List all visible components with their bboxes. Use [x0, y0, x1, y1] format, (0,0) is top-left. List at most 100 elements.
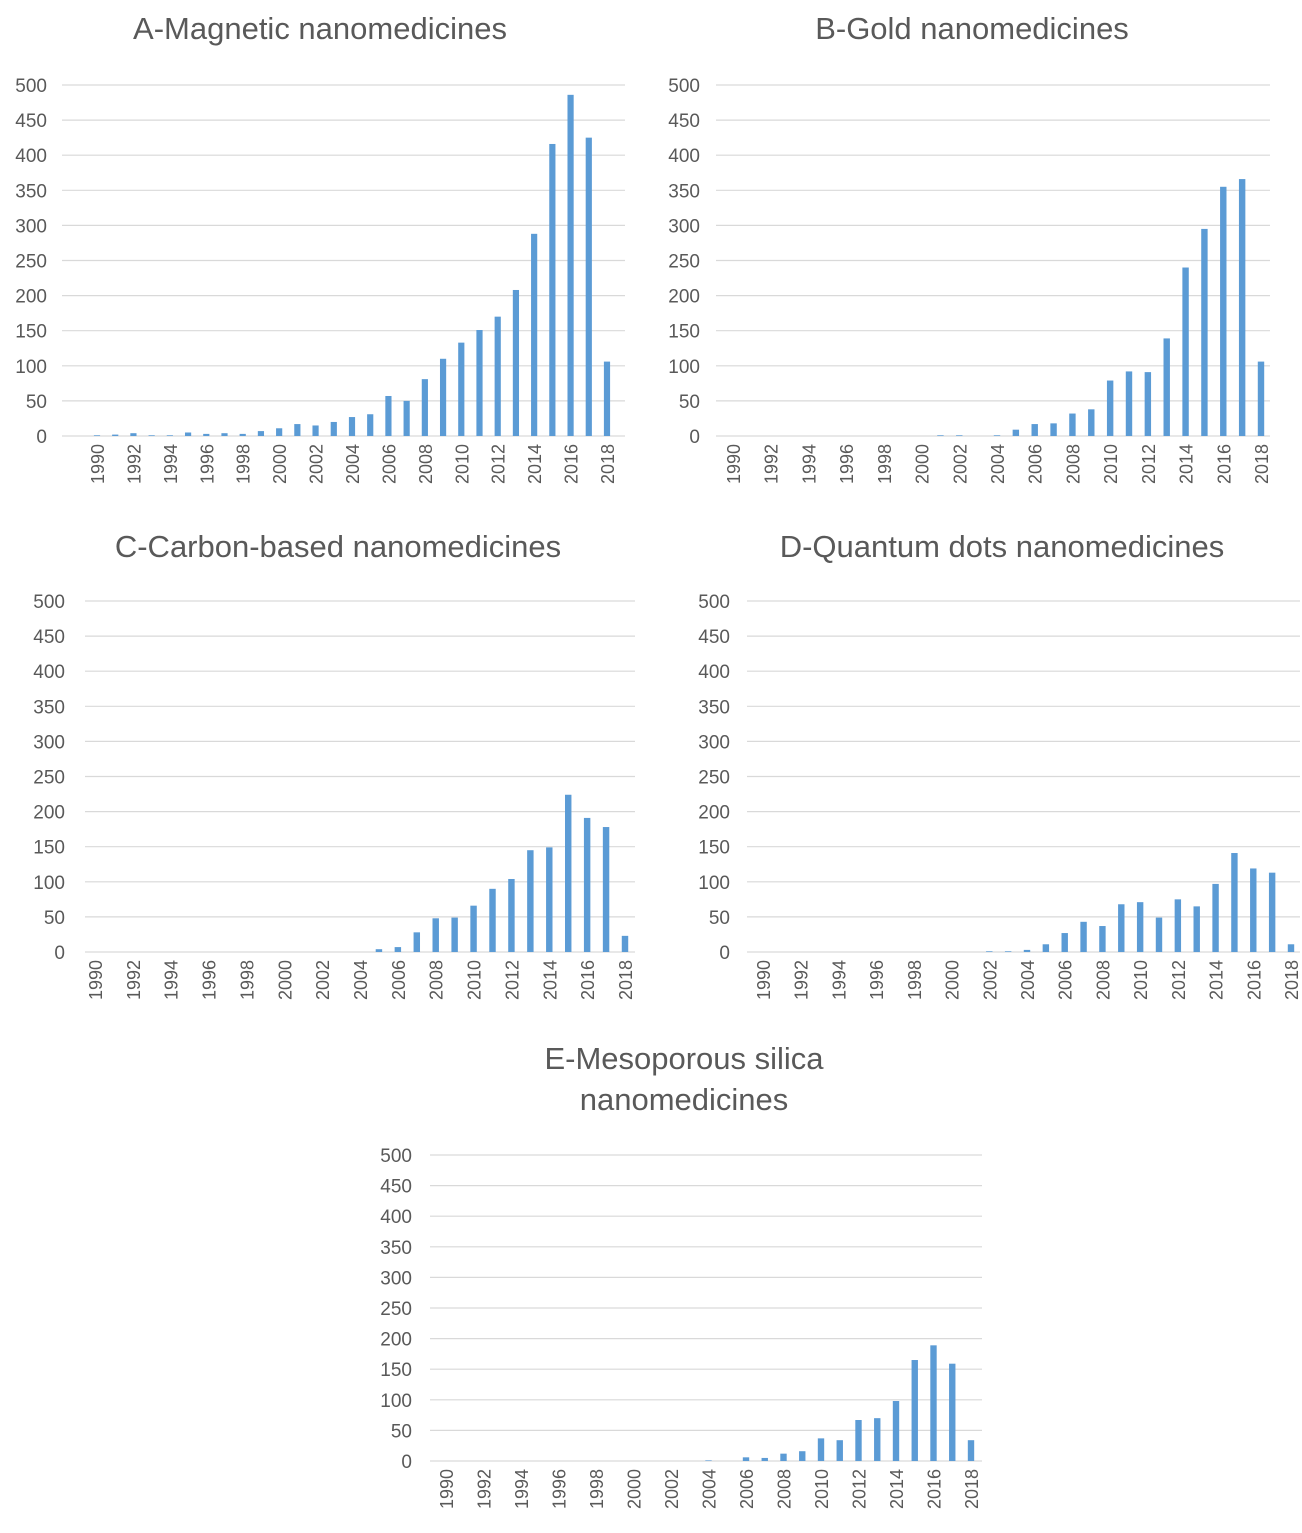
bar-c-2009 [451, 917, 458, 952]
y-tick-label-d-150: 150 [698, 838, 730, 859]
x-tick-label-d-2000: 2000 [943, 960, 963, 1000]
bar-a-2017 [585, 137, 592, 436]
bar-a-2012 [494, 316, 501, 436]
x-tick-label-e-2012: 2012 [850, 1469, 870, 1509]
y-tick-label-c-150: 150 [33, 838, 65, 859]
x-tick-label-e-2016: 2016 [925, 1469, 945, 1509]
x-tick-label-a-2000: 2000 [270, 444, 290, 484]
bar-b-2011 [1125, 371, 1133, 436]
x-tick-label-a-1994: 1994 [161, 444, 181, 484]
bar-a-2002 [312, 425, 319, 436]
chart-c: 0 50 100 150 200 250 300 350 400 450 500 1990 1992 19… [33, 592, 636, 1000]
x-tick-label-e-1992: 1992 [475, 1469, 495, 1509]
bar-a-1992 [130, 433, 137, 436]
bar-a-1997 [221, 433, 228, 436]
y-tick-label-a-100: 100 [15, 357, 47, 378]
chart-b: 0 50 100 150 200 250 300 350 400 450 500 1990 1992 19… [668, 76, 1272, 484]
x-tick-label-a-2018: 2018 [598, 444, 618, 484]
bar-a-1991 [112, 434, 119, 436]
bar-b-2002 [956, 435, 963, 436]
y-tick-label-e-100: 100 [380, 1391, 412, 1412]
x-tick-label-a-2004: 2004 [343, 444, 363, 484]
x-tick-label-c-1990: 1990 [86, 960, 106, 1000]
y-tick-label-c-300: 300 [33, 732, 65, 753]
bar-e-2017 [949, 1363, 956, 1461]
bar-b-2012 [1144, 372, 1152, 436]
y-tick-label-d-450: 450 [698, 627, 730, 648]
y-tick-label-b-350: 350 [668, 181, 700, 202]
bar-d-2006 [1061, 933, 1068, 952]
bar-b-2014 [1182, 267, 1189, 436]
x-tick-label-b-2016: 2016 [1214, 444, 1234, 484]
bar-e-2011 [836, 1440, 843, 1461]
bar-e-2014 [892, 1401, 900, 1461]
x-tick-label-d-1990: 1990 [754, 960, 774, 1000]
x-tick-label-a-2008: 2008 [416, 444, 436, 484]
y-tick-label-b-150: 150 [668, 322, 700, 343]
bar-e-2012 [855, 1420, 862, 1461]
bar-d-2014 [1212, 883, 1219, 952]
x-tick-label-d-2008: 2008 [1093, 960, 1113, 1000]
y-tick-label-a-250: 250 [15, 252, 47, 273]
y-tick-label-a-400: 400 [15, 146, 47, 167]
bar-b-2006 [1031, 424, 1038, 436]
y-tick-label-c-400: 400 [33, 662, 65, 683]
x-tick-label-d-2006: 2006 [1056, 960, 1076, 1000]
x-tick-label-c-2004: 2004 [351, 960, 371, 1000]
x-tick-label-c-2010: 2010 [465, 960, 485, 1000]
bar-c-2010 [470, 905, 477, 952]
y-tick-label-b-200: 200 [668, 287, 700, 308]
y-tick-label-d-0: 0 [719, 943, 730, 964]
bar-a-2016 [567, 94, 574, 436]
bar-d-2008 [1099, 926, 1106, 952]
bar-a-2008 [421, 379, 428, 436]
x-tick-label-a-2012: 2012 [489, 444, 509, 484]
bar-b-2017 [1238, 179, 1246, 436]
x-tick-label-c-2014: 2014 [540, 960, 560, 1000]
y-tick-label-c-250: 250 [33, 768, 65, 789]
bar-d-2005 [1042, 944, 1050, 952]
bar-b-2010 [1106, 380, 1114, 436]
y-tick-label-b-100: 100 [668, 357, 700, 378]
y-tick-label-b-300: 300 [668, 216, 700, 237]
x-tick-label-c-1996: 1996 [200, 960, 220, 1000]
x-tick-label-c-2000: 2000 [275, 960, 295, 1000]
x-tick-label-a-2002: 2002 [307, 444, 327, 484]
bar-d-2013 [1193, 906, 1200, 952]
bar-a-1996 [203, 433, 210, 436]
bar-b-2013 [1163, 338, 1170, 436]
bar-d-2016 [1250, 868, 1257, 952]
x-tick-label-c-2018: 2018 [616, 960, 636, 1000]
x-tick-label-c-2016: 2016 [578, 960, 598, 1000]
x-tick-label-d-2016: 2016 [1244, 960, 1264, 1000]
y-tick-label-e-350: 350 [380, 1238, 412, 1259]
x-tick-label-d-1992: 1992 [792, 960, 812, 1000]
bar-e-2007 [761, 1457, 768, 1461]
x-tick-label-e-2008: 2008 [775, 1469, 795, 1509]
bar-d-2015 [1231, 853, 1238, 952]
y-tick-label-a-450: 450 [15, 111, 47, 132]
x-tick-label-d-2004: 2004 [1018, 960, 1038, 1000]
y-tick-label-d-500: 500 [698, 592, 730, 613]
x-tick-label-a-1996: 1996 [197, 444, 217, 484]
y-tick-label-a-50: 50 [26, 392, 47, 413]
x-tick-label-c-2006: 2006 [389, 960, 409, 1000]
bar-a-1990 [93, 435, 101, 436]
bar-a-2011 [476, 330, 483, 436]
y-tick-label-e-50: 50 [391, 1421, 412, 1442]
x-tick-label-c-2008: 2008 [427, 960, 447, 1000]
x-tick-label-e-1994: 1994 [512, 1469, 532, 1509]
y-tick-label-a-150: 150 [15, 322, 47, 343]
y-tick-label-a-500: 500 [15, 76, 47, 97]
x-tick-label-b-2008: 2008 [1063, 444, 1083, 484]
x-tick-label-c-2002: 2002 [313, 960, 333, 1000]
chart-title-a: A-Magnetic nanomedicines [133, 11, 507, 46]
y-tick-label-d-200: 200 [698, 803, 730, 824]
bar-e-2009 [799, 1451, 806, 1461]
x-tick-label-e-2018: 2018 [962, 1469, 982, 1509]
y-tick-label-a-200: 200 [15, 287, 47, 308]
x-tick-label-d-2014: 2014 [1207, 960, 1227, 1000]
y-tick-label-b-0: 0 [689, 427, 700, 448]
bar-a-1998 [239, 433, 246, 436]
